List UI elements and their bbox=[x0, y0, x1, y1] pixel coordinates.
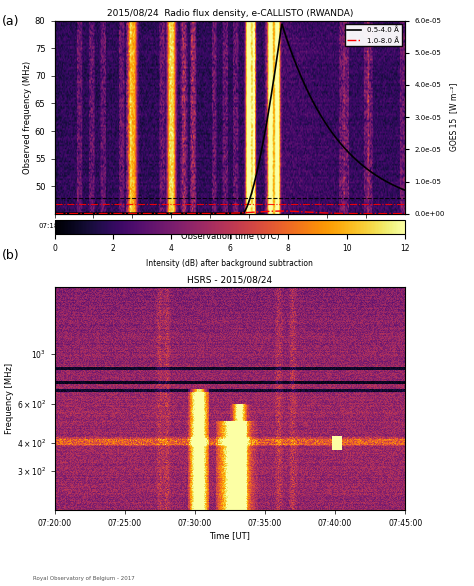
0.5-4.0 Å bbox=[293, 60, 299, 67]
0.5-4.0 Å bbox=[206, 210, 212, 217]
1.0-8.0 Å bbox=[402, 210, 408, 217]
Title: HSRS - 2015/08/24: HSRS - 2015/08/24 bbox=[187, 276, 273, 285]
1.0-8.0 Å bbox=[193, 210, 199, 217]
Line: 1.0-8.0 Å: 1.0-8.0 Å bbox=[55, 211, 405, 214]
X-axis label: Observation time (UTC): Observation time (UTC) bbox=[181, 231, 279, 241]
0.5-4.0 Å bbox=[52, 210, 57, 217]
Text: Royal Observatory of Belgium - 2017: Royal Observatory of Belgium - 2017 bbox=[33, 576, 135, 581]
Y-axis label: Observed frequency (MHz): Observed frequency (MHz) bbox=[23, 60, 32, 174]
1.0-8.0 Å bbox=[332, 210, 337, 217]
0.5-4.0 Å bbox=[88, 210, 93, 217]
Line: 0.5-4.0 Å: 0.5-4.0 Å bbox=[55, 24, 405, 213]
Text: (a): (a) bbox=[2, 15, 20, 28]
1.0-8.0 Å bbox=[326, 210, 331, 217]
X-axis label: Intensity (dB) after background subtraction: Intensity (dB) after background subtract… bbox=[146, 258, 313, 268]
Y-axis label: GOES 15  [W m⁻²]: GOES 15 [W m⁻²] bbox=[449, 83, 458, 151]
1.0-8.0 Å bbox=[293, 208, 299, 215]
0.5-4.0 Å bbox=[332, 132, 337, 139]
0.5-4.0 Å bbox=[193, 210, 199, 217]
0.5-4.0 Å bbox=[326, 124, 331, 131]
X-axis label: Time [UT]: Time [UT] bbox=[210, 531, 250, 540]
1.0-8.0 Å bbox=[279, 207, 284, 214]
Title: 2015/08/24  Radio flux density, e-CALLISTO (RWANDA): 2015/08/24 Radio flux density, e-CALLIST… bbox=[107, 9, 353, 18]
0.5-4.0 Å bbox=[279, 21, 285, 28]
Legend: 0.5-4.0 Å, 1.0-8.0 Å: 0.5-4.0 Å, 1.0-8.0 Å bbox=[345, 24, 402, 46]
0.5-4.0 Å bbox=[402, 187, 408, 194]
1.0-8.0 Å bbox=[206, 210, 212, 217]
Text: (b): (b) bbox=[2, 249, 20, 262]
1.0-8.0 Å bbox=[88, 210, 93, 217]
Y-axis label: Frequency [MHz]: Frequency [MHz] bbox=[5, 363, 14, 434]
1.0-8.0 Å bbox=[52, 210, 57, 217]
